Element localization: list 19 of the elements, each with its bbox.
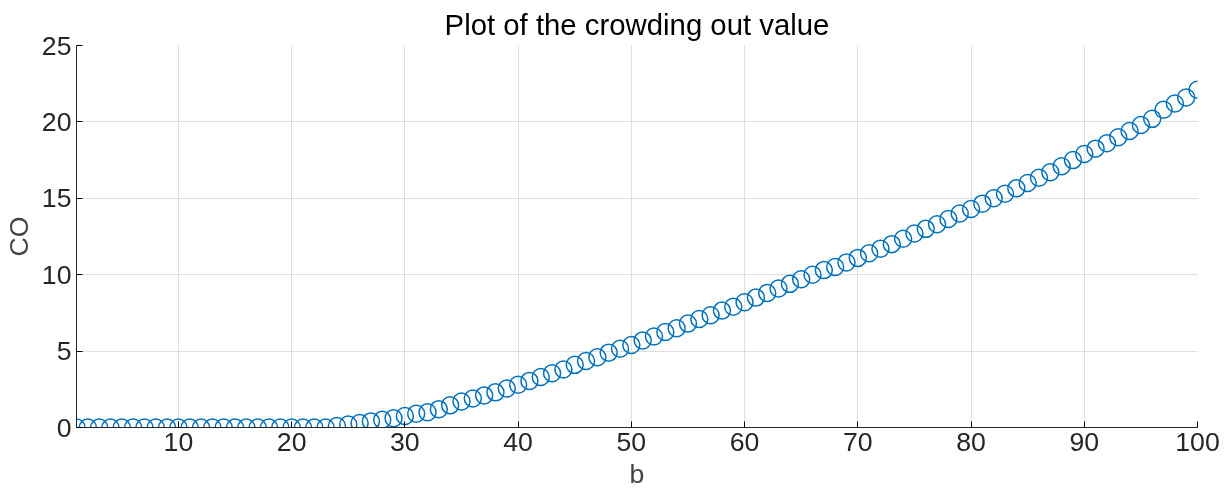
x-tick-label: 100 — [1175, 426, 1220, 457]
y-axis-title: CO — [3, 216, 34, 257]
x-tick-label: 70 — [842, 426, 873, 457]
y-tick-label: 15 — [41, 183, 72, 214]
y-tick-label: 10 — [41, 259, 72, 290]
chart-title: Plot of the crowding out value — [444, 7, 830, 41]
x-tick-label: 60 — [729, 426, 760, 457]
x-tick-label: 50 — [616, 426, 647, 457]
x-tick-label: 10 — [163, 426, 194, 457]
x-tick-label: 80 — [956, 426, 986, 457]
x-tick-label: 40 — [503, 426, 533, 457]
y-tick-label: 20 — [41, 106, 72, 137]
y-tick-label: 0 — [56, 412, 72, 443]
y-tick-label: 5 — [56, 336, 72, 367]
y-tick-label: 25 — [41, 30, 72, 61]
x-tick-label: 30 — [390, 426, 420, 457]
x-tick-label: 90 — [1069, 426, 1100, 457]
x-tick-label: 20 — [276, 426, 307, 457]
x-axis-title: b — [629, 458, 645, 489]
